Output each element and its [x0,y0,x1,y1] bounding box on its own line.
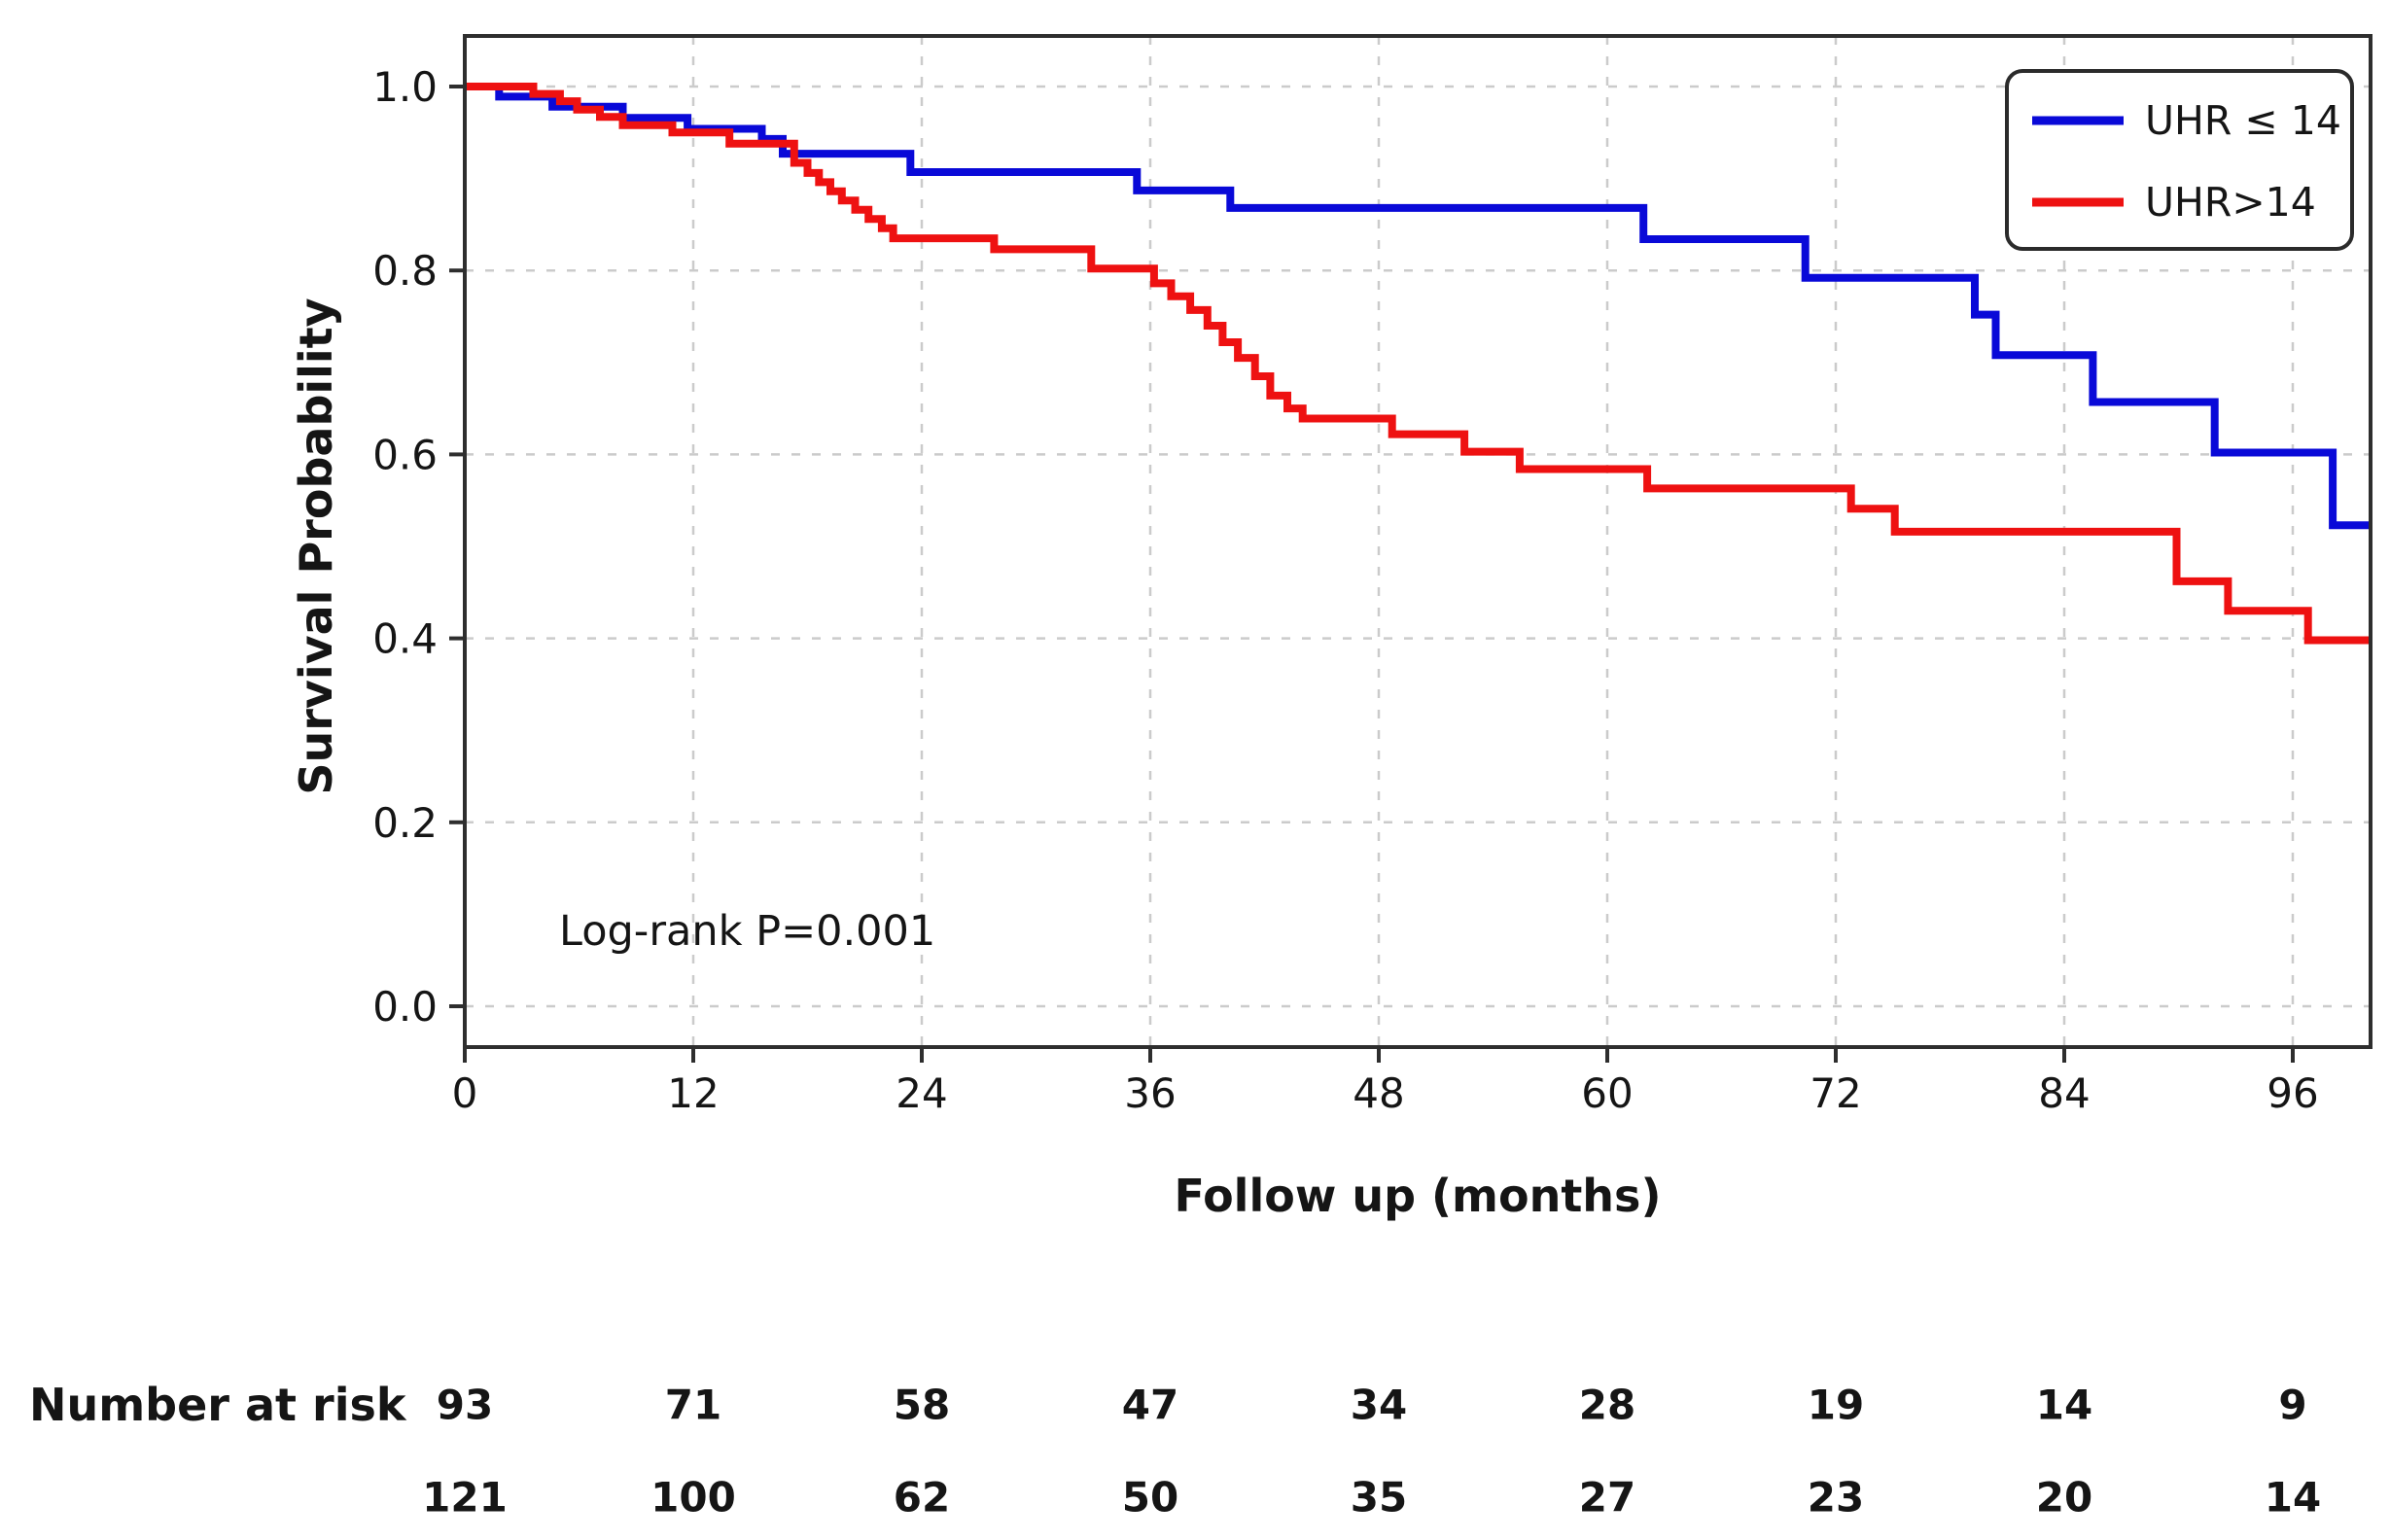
log-rank-annotation: Log-rank P=0.001 [559,907,935,956]
number-at-risk-table: Number at risk 93 71 58 47 34 28 19 14 9 121 100 62… [29,1379,2321,1522]
x-tick-label: 12 [667,1069,719,1117]
x-tick-label: 36 [1124,1069,1176,1117]
risk-count: 27 [1579,1474,1635,1522]
risk-count: 14 [2036,1382,2092,1429]
x-tick-label: 24 [896,1069,947,1117]
risk-count: 71 [665,1382,721,1429]
axis-ticks [449,85,2295,1063]
legend-label-uhr-low: UHR ≤ 14 [2145,97,2341,144]
risk-count: 121 [422,1474,508,1522]
legend-label-uhr-high: UHR>14 [2145,179,2316,226]
x-tick-label: 84 [2038,1069,2090,1117]
y-tick-label: 1.0 [372,63,438,111]
risk-count: 28 [1579,1382,1635,1429]
x-tick-label: 60 [1581,1069,1633,1117]
x-tick-label: 48 [1353,1069,1404,1117]
number-at-risk-label: Number at risk [29,1379,407,1431]
y-tick-label: 0.0 [372,983,438,1031]
x-tick-label: 0 [452,1069,478,1117]
risk-count: 62 [894,1474,950,1522]
y-tick-label: 0.4 [372,615,438,663]
x-tick-label: 96 [2267,1069,2318,1117]
risk-count: 9 [2278,1382,2306,1429]
x-axis-title: Follow up (months) [1175,1170,1662,1222]
x-tick-label: 72 [1810,1069,1861,1117]
risk-count: 58 [894,1382,950,1429]
y-tick-label: 0.8 [372,247,438,295]
number-at-risk-rows: 93 71 58 47 34 28 19 14 9 121 100 62 50 35 27 23 20 14 [422,1382,2321,1522]
plot-frame [463,34,2372,1049]
survival-curves [465,83,2371,645]
risk-count: 20 [2036,1474,2092,1522]
axis-tick-labels: 0 12 24 36 48 60 72 84 96 1.0 0.8 0.6 0.4 0.2 0.0 [372,63,2319,1117]
y-tick-label: 0.2 [372,799,438,847]
plot-border [463,34,2372,1049]
risk-count: 50 [1122,1474,1178,1522]
risk-count: 23 [1808,1474,1864,1522]
risk-count: 14 [2265,1474,2321,1522]
risk-count: 35 [1351,1474,1407,1522]
km-curve-uhr-high [465,83,2371,645]
risk-count: 93 [437,1382,493,1429]
risk-count: 19 [1808,1382,1864,1429]
y-tick-label: 0.6 [372,431,438,478]
risk-count: 34 [1351,1382,1407,1429]
legend-box: UHR ≤ 14 UHR>14 [2005,69,2354,251]
y-axis-title: Survival Probability [290,298,342,794]
km-curve-uhr-low [465,83,2371,530]
risk-count: 47 [1122,1382,1178,1429]
risk-count: 100 [650,1474,736,1522]
